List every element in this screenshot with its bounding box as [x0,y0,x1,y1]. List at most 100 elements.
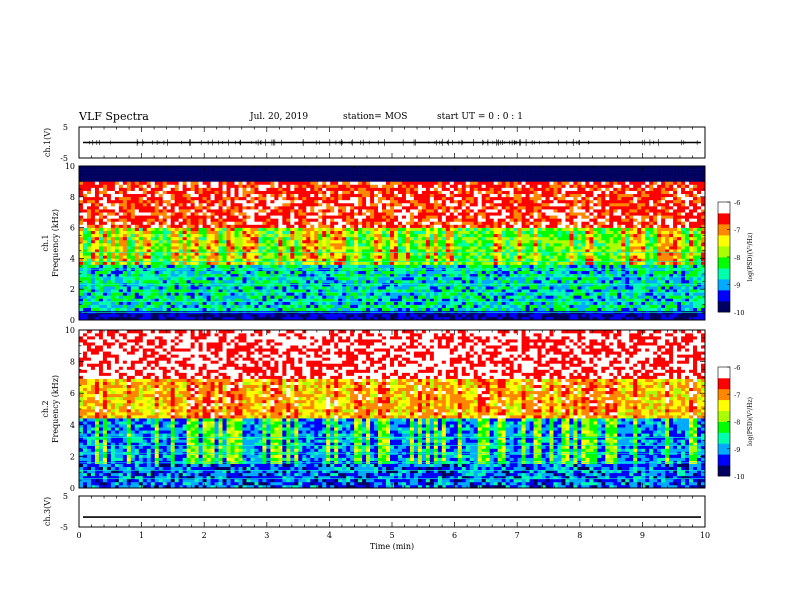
spectrogram-cell [390,209,395,213]
spectrogram-cell [262,236,267,241]
spectrogram-cell [397,264,403,268]
spectrogram-cell [202,187,207,191]
spectrogram-cell [290,252,295,256]
spectrogram-cell [102,221,108,225]
spectrogram-cell [390,295,395,299]
spectrogram-cell [166,187,172,191]
spectrogram-cell [222,224,227,228]
spectrogram-cell [90,239,96,244]
spectrogram-cell [202,236,207,241]
spectrogram-cell [298,178,303,182]
spectrogram-cell [374,304,379,308]
spectrogram-cell [206,175,211,179]
spectrogram-cell [433,243,439,247]
spectrogram-cell [118,270,124,275]
spectrogram-cell [266,270,271,275]
spectrogram-cell [202,206,207,210]
spectrogram-cell [86,243,92,247]
spectrogram-cell [378,295,383,299]
spectrogram-cell [154,298,160,302]
spectrogram-cell [286,184,291,188]
spectrogram-cell [449,264,455,268]
spectrogram-cell [86,273,92,278]
spectrogram-cell [158,307,164,312]
spectrogram-cell [294,221,299,225]
spectrogram-cell [250,178,255,182]
spectrogram-cell [86,196,92,201]
spectrogram-cell [378,233,383,238]
spectrogram-cell [254,202,259,207]
spectrogram-cell [278,218,283,222]
spectrogram-cell [79,270,84,275]
spectrogram-cell [326,193,331,198]
spectrogram-cell [393,221,399,225]
spectrogram-cell [433,252,439,256]
spectrogram-cell [326,202,331,207]
spectrogram-cell [254,295,259,299]
spectrogram-cell [166,243,172,247]
spectrogram-cell [206,190,211,195]
spectrogram-cell [366,227,371,231]
spectrogram-cell [214,264,219,268]
spectrogram-cell [98,221,104,225]
spectrogram-cell [330,224,335,228]
spectrogram-cell [350,184,355,188]
spectrogram-cell [250,313,255,318]
spectrogram-cell [174,221,179,225]
spectrogram-cell [90,276,96,281]
spectrogram-cell [274,206,279,210]
spectrogram-cell [254,286,259,290]
spectrogram-cell [370,224,375,228]
spectrogram-cell [306,279,311,284]
spectrogram-cell [182,190,187,195]
spectrogram-cell [302,239,307,244]
spectrogram-cell [174,218,179,222]
spectrogram-cell [98,178,104,182]
spectrogram-cell [134,178,140,182]
spectrogram-cell [79,193,84,198]
spectrogram-cell [182,202,187,207]
spectrogram-cell [386,276,391,281]
spectrogram-cell [338,184,343,188]
spectrogram-cell [98,264,104,268]
spectrogram-cell [254,230,259,235]
spectrogram-cell [134,255,140,259]
spectrogram-cell [114,190,120,195]
spectrogram-cell [158,178,164,182]
spectrogram-cell [358,261,363,265]
spectrogram-cell [278,181,283,185]
spectrogram-cell [302,181,307,185]
spectrogram-cell [242,224,247,228]
spectrogram-cell [170,196,175,201]
spectrogram-cell [350,202,355,207]
spectrogram-cell [346,316,351,321]
spectrogram-cell [362,196,367,201]
spectrogram-cell [342,187,347,191]
spectrogram-cell [126,249,132,253]
spectrogram-cell [262,193,267,198]
spectrogram-cell [282,304,287,308]
spectrogram-cell [170,276,175,281]
spectrogram-cell [142,166,148,170]
spectrogram-cell [378,178,383,182]
spectrogram-cell [413,212,419,216]
spectrogram-cell [206,196,211,201]
spectrogram-cell [374,236,379,241]
spectrogram-cell [178,218,183,222]
spectrogram-cell [405,252,411,256]
spectrogram-cell [453,233,459,238]
spectrogram-cell [222,286,227,290]
spectrogram-cell [318,193,323,198]
spectrogram-cell [334,199,339,204]
spectrogram-cell [326,316,331,321]
spectrogram-cell [266,193,271,198]
spectrogram-cell [158,230,164,235]
spectrogram-cell [226,233,231,238]
spectrogram-cell [425,193,431,198]
spectrogram-cell [358,295,363,299]
spectrogram-cell [413,172,419,176]
spectrogram-cell [190,206,195,210]
spectrogram-cell [182,230,187,235]
spectrogram-cell [114,224,120,228]
spectrogram-cell [262,224,267,228]
